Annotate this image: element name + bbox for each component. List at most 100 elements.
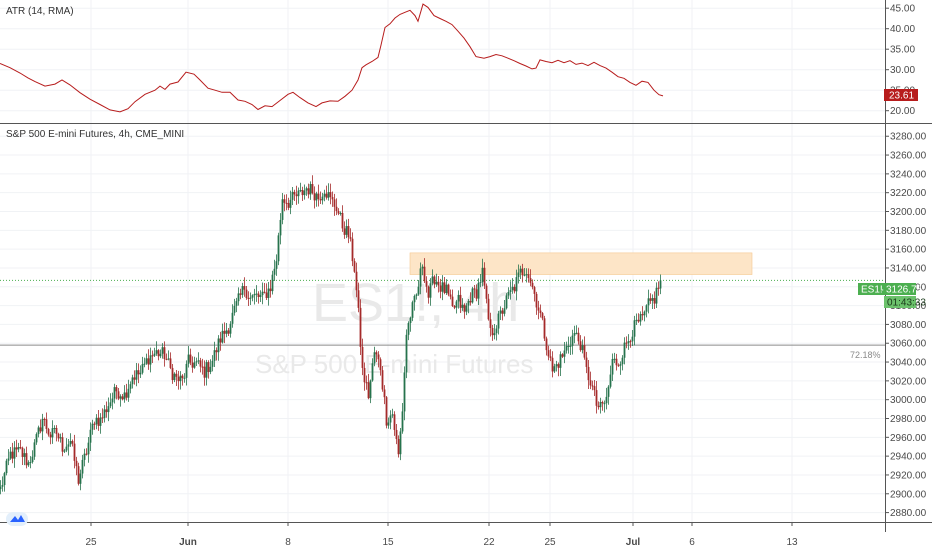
candle-body xyxy=(359,307,362,347)
candle-body xyxy=(37,427,40,435)
price-axis-label: 2960.00 xyxy=(890,433,927,444)
candle-body xyxy=(655,287,658,304)
candle-body xyxy=(653,298,656,304)
candles[interactable] xyxy=(0,175,662,495)
candle-body xyxy=(417,286,420,295)
candle-body xyxy=(645,305,648,312)
candle-body xyxy=(313,193,316,201)
candle-body xyxy=(105,409,108,413)
candle-body xyxy=(519,268,522,273)
candle-body xyxy=(651,298,654,301)
level-percent-label: 72.18% xyxy=(850,350,881,360)
last-price-label: 3126.75 xyxy=(886,285,923,296)
countdown-tag-background xyxy=(884,296,916,308)
candle-body xyxy=(429,283,432,298)
tradingview-logo-icon[interactable] xyxy=(6,512,28,526)
atr-line[interactable] xyxy=(0,3,664,113)
candle-body xyxy=(21,447,24,457)
candle-body xyxy=(75,460,78,467)
candle-body xyxy=(295,194,298,197)
resistance-zone[interactable] xyxy=(409,252,753,275)
candle-body xyxy=(343,228,346,235)
candle-body xyxy=(415,294,418,296)
candle-body xyxy=(301,190,304,196)
candle-body xyxy=(83,453,86,460)
candle-body xyxy=(9,451,12,459)
candle-body xyxy=(65,446,68,451)
candle-body xyxy=(401,411,404,432)
time-axis-label: 22 xyxy=(483,537,495,548)
candle-body xyxy=(491,327,494,336)
candle-body xyxy=(237,293,240,302)
candle-body xyxy=(387,422,390,426)
candle-body xyxy=(375,352,378,355)
candle-body xyxy=(321,196,324,201)
candle-body xyxy=(505,295,508,309)
atr-axis-label: 35.00 xyxy=(890,45,915,56)
candle-body xyxy=(637,319,640,322)
candle-body xyxy=(251,295,254,298)
candle-body xyxy=(333,199,336,207)
candle-body xyxy=(15,447,18,450)
time-axis[interactable]: 25 Jun 8 15 22 25 Jul 6 13 xyxy=(85,522,798,548)
candle-body xyxy=(403,372,406,412)
candle-body xyxy=(193,362,196,368)
candle-body xyxy=(439,285,442,292)
candle-body xyxy=(253,294,256,296)
candle-body xyxy=(591,385,594,387)
time-axis-label: 25 xyxy=(85,537,97,548)
candle-body xyxy=(629,341,632,343)
candle-body xyxy=(213,350,216,361)
price-axis-label: 2940.00 xyxy=(890,452,927,463)
candle-body xyxy=(207,362,210,373)
candle-body xyxy=(577,332,580,342)
candle-body xyxy=(171,367,174,381)
candle-body xyxy=(27,462,30,466)
candle-body xyxy=(581,345,584,351)
candle-body xyxy=(51,428,54,438)
candle-body xyxy=(0,486,2,490)
candle-body xyxy=(279,219,282,236)
candle-body xyxy=(283,199,286,203)
candle-body xyxy=(525,274,528,276)
candle-body xyxy=(71,441,74,444)
candle-body xyxy=(641,314,644,316)
candle-body xyxy=(219,338,222,343)
candle-body xyxy=(419,268,422,287)
candle-body xyxy=(269,288,272,292)
candle-body xyxy=(503,308,506,314)
candle-body xyxy=(41,418,44,432)
candle-body xyxy=(161,347,164,354)
price-axis[interactable]: 3280.00 3260.00 3240.00 3220.00 3200.00 3180.… xyxy=(885,132,927,519)
candle-body xyxy=(559,354,562,368)
candle-body xyxy=(129,384,132,389)
candle-body xyxy=(471,288,474,303)
time-axis-label: 15 xyxy=(382,537,394,548)
candle-body xyxy=(135,370,138,380)
candle-body xyxy=(229,323,232,334)
candle-body xyxy=(215,350,218,353)
atr-value-tag: 23.61 xyxy=(884,89,918,102)
candle-body xyxy=(623,342,626,358)
candle-body xyxy=(361,346,364,368)
candle-body xyxy=(61,437,64,452)
candle-body xyxy=(563,350,566,357)
price-axis-label: 3260.00 xyxy=(890,151,927,162)
countdown-tag: 01:43:33 xyxy=(884,296,926,309)
candle-body xyxy=(529,278,532,283)
candle-body xyxy=(317,193,320,200)
candle-body xyxy=(593,386,596,391)
countdown-label: 01:43:33 xyxy=(887,298,926,309)
candle-body xyxy=(131,377,134,385)
candle-body xyxy=(567,345,570,347)
candle-body xyxy=(239,293,242,295)
price-axis-label: 2980.00 xyxy=(890,414,927,425)
candle-body xyxy=(621,357,624,365)
candle-body xyxy=(365,382,368,384)
candle-body xyxy=(385,397,388,426)
candle-body xyxy=(349,237,352,239)
candle-body xyxy=(345,226,348,235)
candle-body xyxy=(235,301,238,306)
candle-body xyxy=(513,286,516,292)
